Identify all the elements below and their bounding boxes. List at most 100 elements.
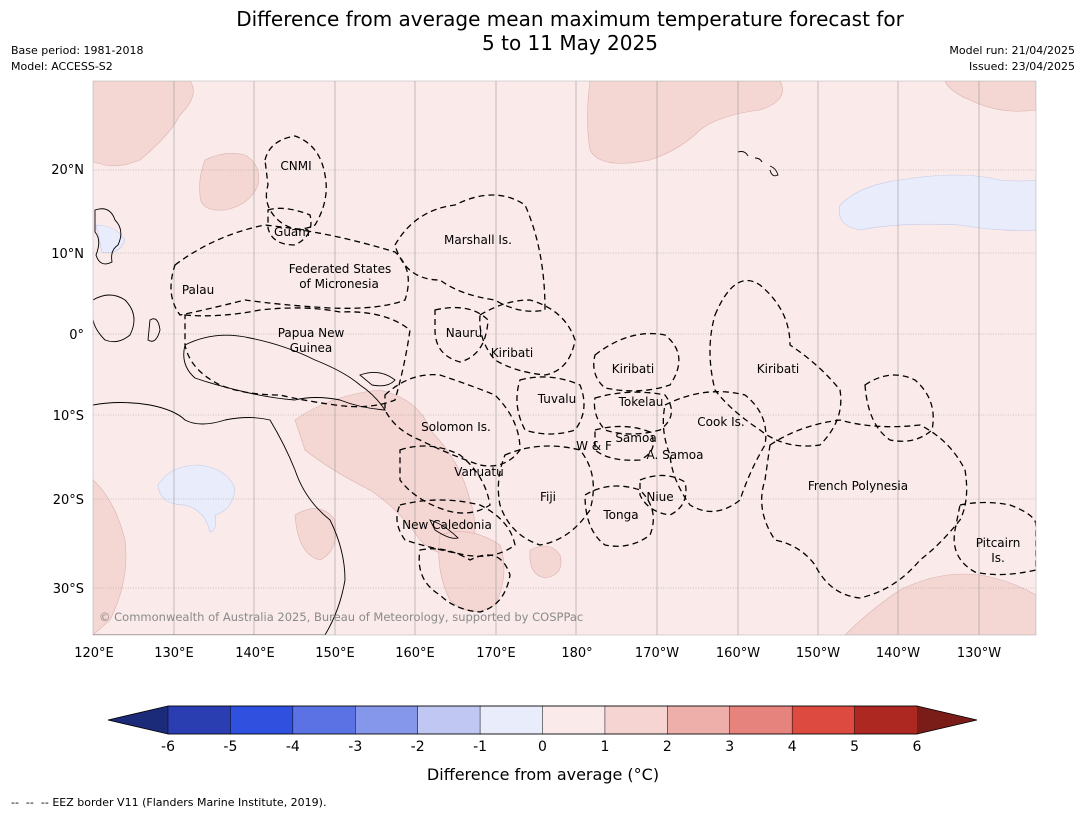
anomaly-region-southeast: [844, 573, 1036, 635]
label-kiribati-phoenix: Kiribati: [612, 362, 654, 376]
anomaly-region-north-centre: [587, 81, 783, 164]
anomaly-region-fiji-south: [529, 545, 562, 579]
anomaly-region-nz-north: [438, 531, 505, 612]
lon-label: 140°W: [876, 646, 920, 661]
new-caledonia-coast: [429, 519, 459, 539]
label-tokelau: Tokelau: [618, 395, 664, 409]
lon-label: 140°E: [235, 646, 275, 661]
label-new-caledonia: New Caledonia: [402, 518, 492, 532]
colorbar-segment: [417, 705, 481, 735]
anomaly-region-micronesia: [199, 153, 259, 211]
colorbar-tick-label: -1: [473, 739, 487, 755]
label-pitcairn-1: Pitcairn: [976, 536, 1021, 550]
eez-legend: -- -- -- EEZ border V11 (Flanders Marine…: [11, 796, 326, 809]
cool-region-north-east: [838, 174, 1036, 231]
colorbar-segment: [854, 705, 918, 735]
label-fsm-2: of Micronesia: [299, 277, 379, 291]
lon-label: 150°W: [796, 646, 840, 661]
eez-borders: [170, 135, 1036, 613]
new-britain-coast: [359, 371, 396, 387]
eez-guam: [267, 207, 312, 246]
anomaly-region-nw: [93, 81, 194, 167]
label-marshall: Marshall Is.: [444, 233, 512, 247]
lat-label: 10°N: [51, 247, 84, 262]
label-kiribati-gilbert: Kiribati: [491, 346, 533, 360]
dashed-line-icon: -- -- --: [11, 796, 49, 809]
colorbar-segment: [479, 705, 544, 735]
colorbar-extend-low: [108, 706, 168, 734]
label-palau: Palau: [182, 283, 214, 297]
lat-label: 10°S: [53, 409, 84, 424]
region-labels: CNMI Guam Marshall Is. Federated States …: [182, 159, 1020, 565]
hawaii-coast: [737, 151, 779, 177]
colorbar-tick-label: -4: [286, 739, 300, 755]
map-area: CNMI Guam Marshall Is. Federated States …: [93, 81, 1036, 635]
colorbar-extend-high: [917, 706, 977, 734]
label-solomon: Solomon Is.: [421, 420, 491, 434]
colorbar-tick-label: 6: [913, 739, 922, 755]
colorbar-label: Difference from average (°C): [427, 765, 659, 784]
philippines-coast: [94, 208, 122, 265]
title-line-1: Difference from average mean maximum tem…: [236, 7, 904, 31]
colorbar: -6 -5 -4 -3 -2 -1 0 1 2 3 4 5 6 Difference from aver…: [107, 705, 978, 784]
colorbar-tick-label: 2: [663, 739, 672, 755]
anomaly-region-coral-sea: [294, 389, 476, 557]
label-tuvalu: Tuvalu: [537, 392, 577, 406]
map-title: Difference from average mean maximum tem…: [0, 7, 1085, 55]
colorbar-segment: [292, 705, 357, 735]
copyright-notice: © Commonwealth of Australia 2025, Bureau…: [99, 610, 583, 624]
label-guam: Guam: [274, 225, 310, 239]
colorbar-tick-label: 1: [600, 739, 609, 755]
borneo-sulawesi-coast: [93, 294, 135, 343]
lon-label: 120°E: [74, 646, 114, 661]
eez-kiribati-line: [709, 279, 842, 447]
australia-coast: [93, 402, 346, 635]
colorbar-segment: [355, 705, 419, 735]
label-american-samoa: A. Samoa: [647, 448, 704, 462]
eez-niue: [639, 474, 687, 516]
label-niue: Niue: [646, 490, 673, 504]
colorbar-segment: [542, 705, 606, 735]
eez-pitcairn: [953, 501, 1036, 576]
map-frame: [92, 80, 1037, 636]
anomaly-region-north-east: [944, 81, 1036, 112]
base-period: Base period: 1981-2018: [11, 44, 144, 57]
eez-legend-text: EEZ border V11 (Flanders Marine Institut…: [52, 796, 327, 809]
eez-tokelau: [593, 391, 672, 435]
new-guinea-coast: [183, 334, 386, 411]
eez-kiribati-gilbert: [479, 299, 576, 376]
gridlines: [93, 81, 1036, 635]
lon-label: 180°: [561, 646, 592, 661]
model-run: Model run: 21/04/2025: [949, 44, 1075, 57]
colorbar-ticks: -6 -5 -4 -3 -2 -1 0 1 2 3 4 5 6: [161, 739, 922, 755]
colorbar-tick-label: -6: [161, 739, 175, 755]
eez-samoa: [594, 425, 654, 461]
meta-left: Base period: 1981-2018 Model: ACCESS-S2: [11, 43, 143, 75]
colorbar-segment: [167, 705, 232, 735]
colorbar-tick-label: 4: [788, 739, 797, 755]
label-fiji: Fiji: [540, 490, 556, 504]
eez-marshall: [394, 194, 546, 312]
coastlines: [93, 151, 779, 635]
lon-label: 130°W: [957, 646, 1001, 661]
label-samoa: Samoa: [615, 431, 656, 445]
meta-right: Model run: 21/04/2025 Issued: 23/04/2025: [949, 43, 1075, 75]
eez-tuvalu: [516, 376, 585, 435]
eez-nauru: [434, 306, 489, 363]
colorbar-segment: [667, 705, 731, 735]
colorbar-tick-label: 3: [725, 739, 734, 755]
label-fsm-1: Federated States: [289, 262, 391, 276]
eez-nz-north: [418, 548, 511, 613]
colorbar-tick-label: -2: [411, 739, 425, 755]
eez-cnmi: [264, 135, 327, 230]
issued-date: Issued: 23/04/2025: [968, 60, 1075, 73]
colorbar-outline: [107, 705, 978, 735]
eez-marquesas: [864, 374, 934, 442]
label-kiribati-line: Kiribati: [757, 362, 799, 376]
label-png-2: Guinea: [290, 341, 333, 355]
eez-new-caledonia: [396, 499, 516, 557]
anomaly-minus1-to-0-regions: [95, 174, 1036, 533]
title-line-2: 5 to 11 May 2025: [482, 31, 658, 55]
lon-label: 150°E: [315, 646, 355, 661]
label-wallis-futuna: W & F: [576, 439, 612, 453]
